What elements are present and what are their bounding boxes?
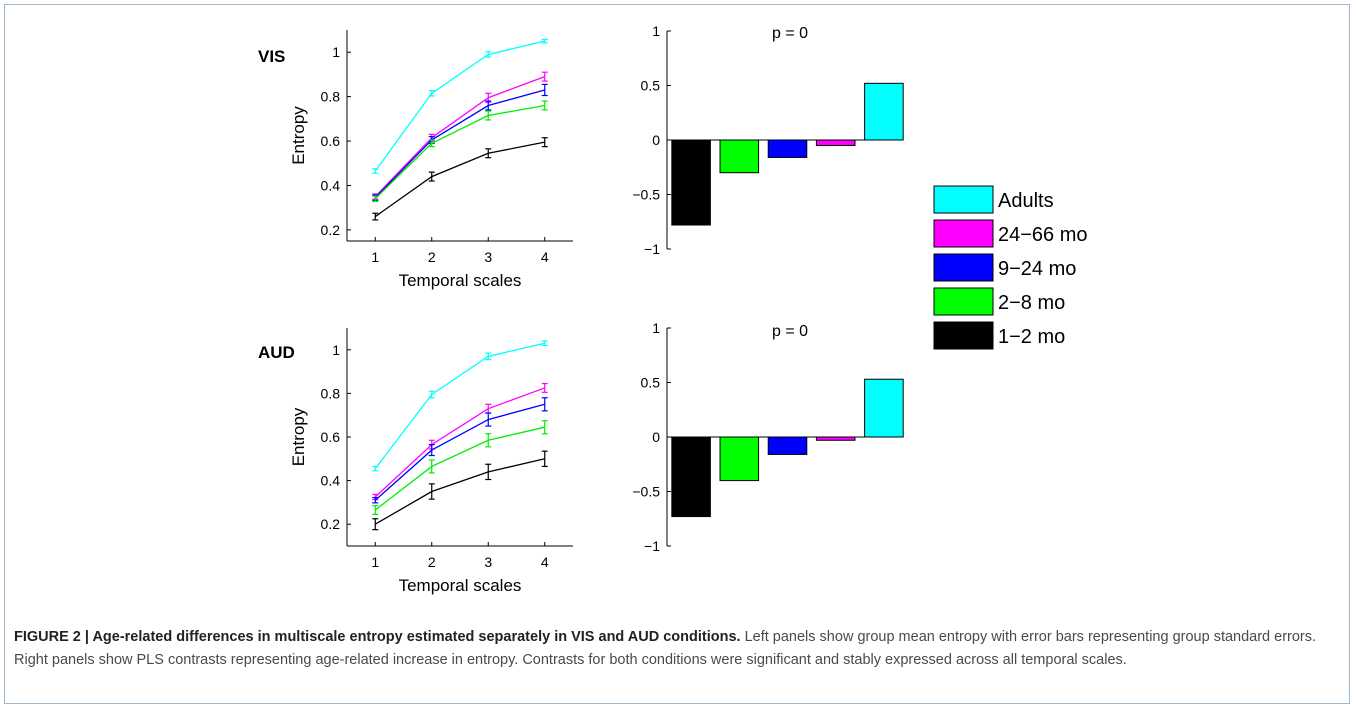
legend-label: 9−24 mo xyxy=(998,258,1076,280)
legend-item: 2−8 mo xyxy=(933,287,1065,316)
y-tick-label: 0.2 xyxy=(321,222,341,238)
legend-label: 24−66 mo xyxy=(998,224,1088,246)
series-line xyxy=(372,450,548,531)
series-line xyxy=(372,340,548,472)
bar xyxy=(719,436,760,482)
legend-item: 1−2 mo xyxy=(933,321,1065,350)
series-polyline xyxy=(374,342,545,470)
x-axis-label: Temporal scales xyxy=(399,576,522,595)
legend-label: Adults xyxy=(998,190,1054,212)
chart-title: p = 0 xyxy=(772,25,808,42)
bar-panel: −1 −0.5 0 0.5 1 p = 0 xyxy=(632,320,904,554)
legend-swatch xyxy=(933,185,994,214)
series-line xyxy=(372,38,548,174)
y-tick-label: 0.2 xyxy=(321,516,341,532)
y-tick-label: 0.6 xyxy=(321,133,341,149)
panel-label: AUD xyxy=(258,343,295,362)
y-axis-label: Entropy xyxy=(289,407,308,466)
x-tick-label: 3 xyxy=(484,554,492,570)
bar xyxy=(767,139,808,158)
series-polyline xyxy=(374,89,545,199)
y-tick-label: 0.4 xyxy=(321,177,341,193)
y-tick-label: 0.5 xyxy=(641,78,661,94)
bar xyxy=(671,139,711,226)
x-tick-label: 4 xyxy=(541,554,549,570)
caption-lead: FIGURE 2 | Age-related differences in mu… xyxy=(14,629,741,645)
legend-label: 2−8 mo xyxy=(998,292,1065,314)
bar xyxy=(767,436,808,455)
y-tick-label: 0.6 xyxy=(321,429,341,445)
series-polyline xyxy=(374,387,545,498)
series-polyline xyxy=(374,40,545,172)
y-tick-label: −1 xyxy=(644,241,660,257)
series-line xyxy=(372,420,548,515)
panel-label: VIS xyxy=(258,47,285,66)
x-tick-label: 1 xyxy=(371,249,379,265)
figure-caption: FIGURE 2 | Age-related differences in mu… xyxy=(14,626,1334,672)
y-tick-label: 1 xyxy=(332,342,340,358)
bar xyxy=(864,82,904,141)
y-tick-label: 0.8 xyxy=(321,385,341,401)
legend-item: Adults xyxy=(933,185,1054,214)
legend-swatch xyxy=(933,321,994,350)
y-tick-label: 0 xyxy=(652,132,660,148)
bar xyxy=(864,378,904,438)
y-tick-label: 1 xyxy=(652,320,660,336)
legend-label: 1−2 mo xyxy=(998,326,1065,348)
chart-title: p = 0 xyxy=(772,323,808,340)
legend: Adults 24−66 mo 9−24 mo 2−8 mo 1−2 mo xyxy=(933,185,1088,350)
line-panel-aud: 0.2 0.4 0.6 0.8 1 1 2 3 4 Temporal scales Entropy A… xyxy=(258,328,573,595)
y-tick-label: 1 xyxy=(332,44,340,60)
y-tick-label: −0.5 xyxy=(632,484,660,500)
series-polyline xyxy=(374,104,545,200)
y-tick-label: 0.8 xyxy=(321,89,341,105)
bar xyxy=(671,436,711,518)
y-tick-label: 0 xyxy=(652,429,660,445)
x-tick-label: 2 xyxy=(428,249,436,265)
series-line xyxy=(372,83,548,201)
series-line xyxy=(372,71,548,200)
y-tick-label: 1 xyxy=(652,23,660,39)
y-tick-label: −0.5 xyxy=(632,187,660,203)
series-polyline xyxy=(374,76,545,198)
bar xyxy=(815,139,856,146)
x-tick-label: 3 xyxy=(484,249,492,265)
y-axis-label: Entropy xyxy=(289,106,308,165)
legend-item: 9−24 mo xyxy=(933,253,1076,282)
y-tick-label: 0.5 xyxy=(641,375,661,391)
y-tick-label: 0.4 xyxy=(321,473,341,489)
bar-panel: −1 −0.5 0 0.5 1 p = 0 xyxy=(632,23,904,257)
x-tick-label: 1 xyxy=(371,554,379,570)
legend-swatch xyxy=(933,219,994,248)
series-polyline xyxy=(374,141,545,218)
x-axis-label: Temporal scales xyxy=(399,271,522,290)
series-line xyxy=(372,137,548,221)
figure-frame xyxy=(4,4,1350,704)
series-line xyxy=(372,397,548,504)
y-tick-label: −1 xyxy=(644,538,660,554)
bar xyxy=(719,139,760,174)
x-tick-label: 2 xyxy=(428,554,436,570)
series-line xyxy=(372,100,548,203)
caption-body: Left panels show group mean entropy with… xyxy=(14,629,1317,668)
x-tick-label: 4 xyxy=(541,249,549,265)
line-panel-vis: 0.2 0.4 0.6 0.8 1 1 2 3 4 Temporal scales Entropy V… xyxy=(258,30,573,290)
series-polyline xyxy=(374,403,545,501)
legend-item: 24−66 mo xyxy=(933,219,1088,248)
series-polyline xyxy=(374,458,545,525)
legend-swatch xyxy=(933,287,994,316)
figure-canvas: 0.2 0.4 0.6 0.8 1 1 2 3 4 Temporal scales Entropy V… xyxy=(258,23,1088,595)
series-polyline xyxy=(374,426,545,511)
legend-swatch xyxy=(933,253,994,282)
